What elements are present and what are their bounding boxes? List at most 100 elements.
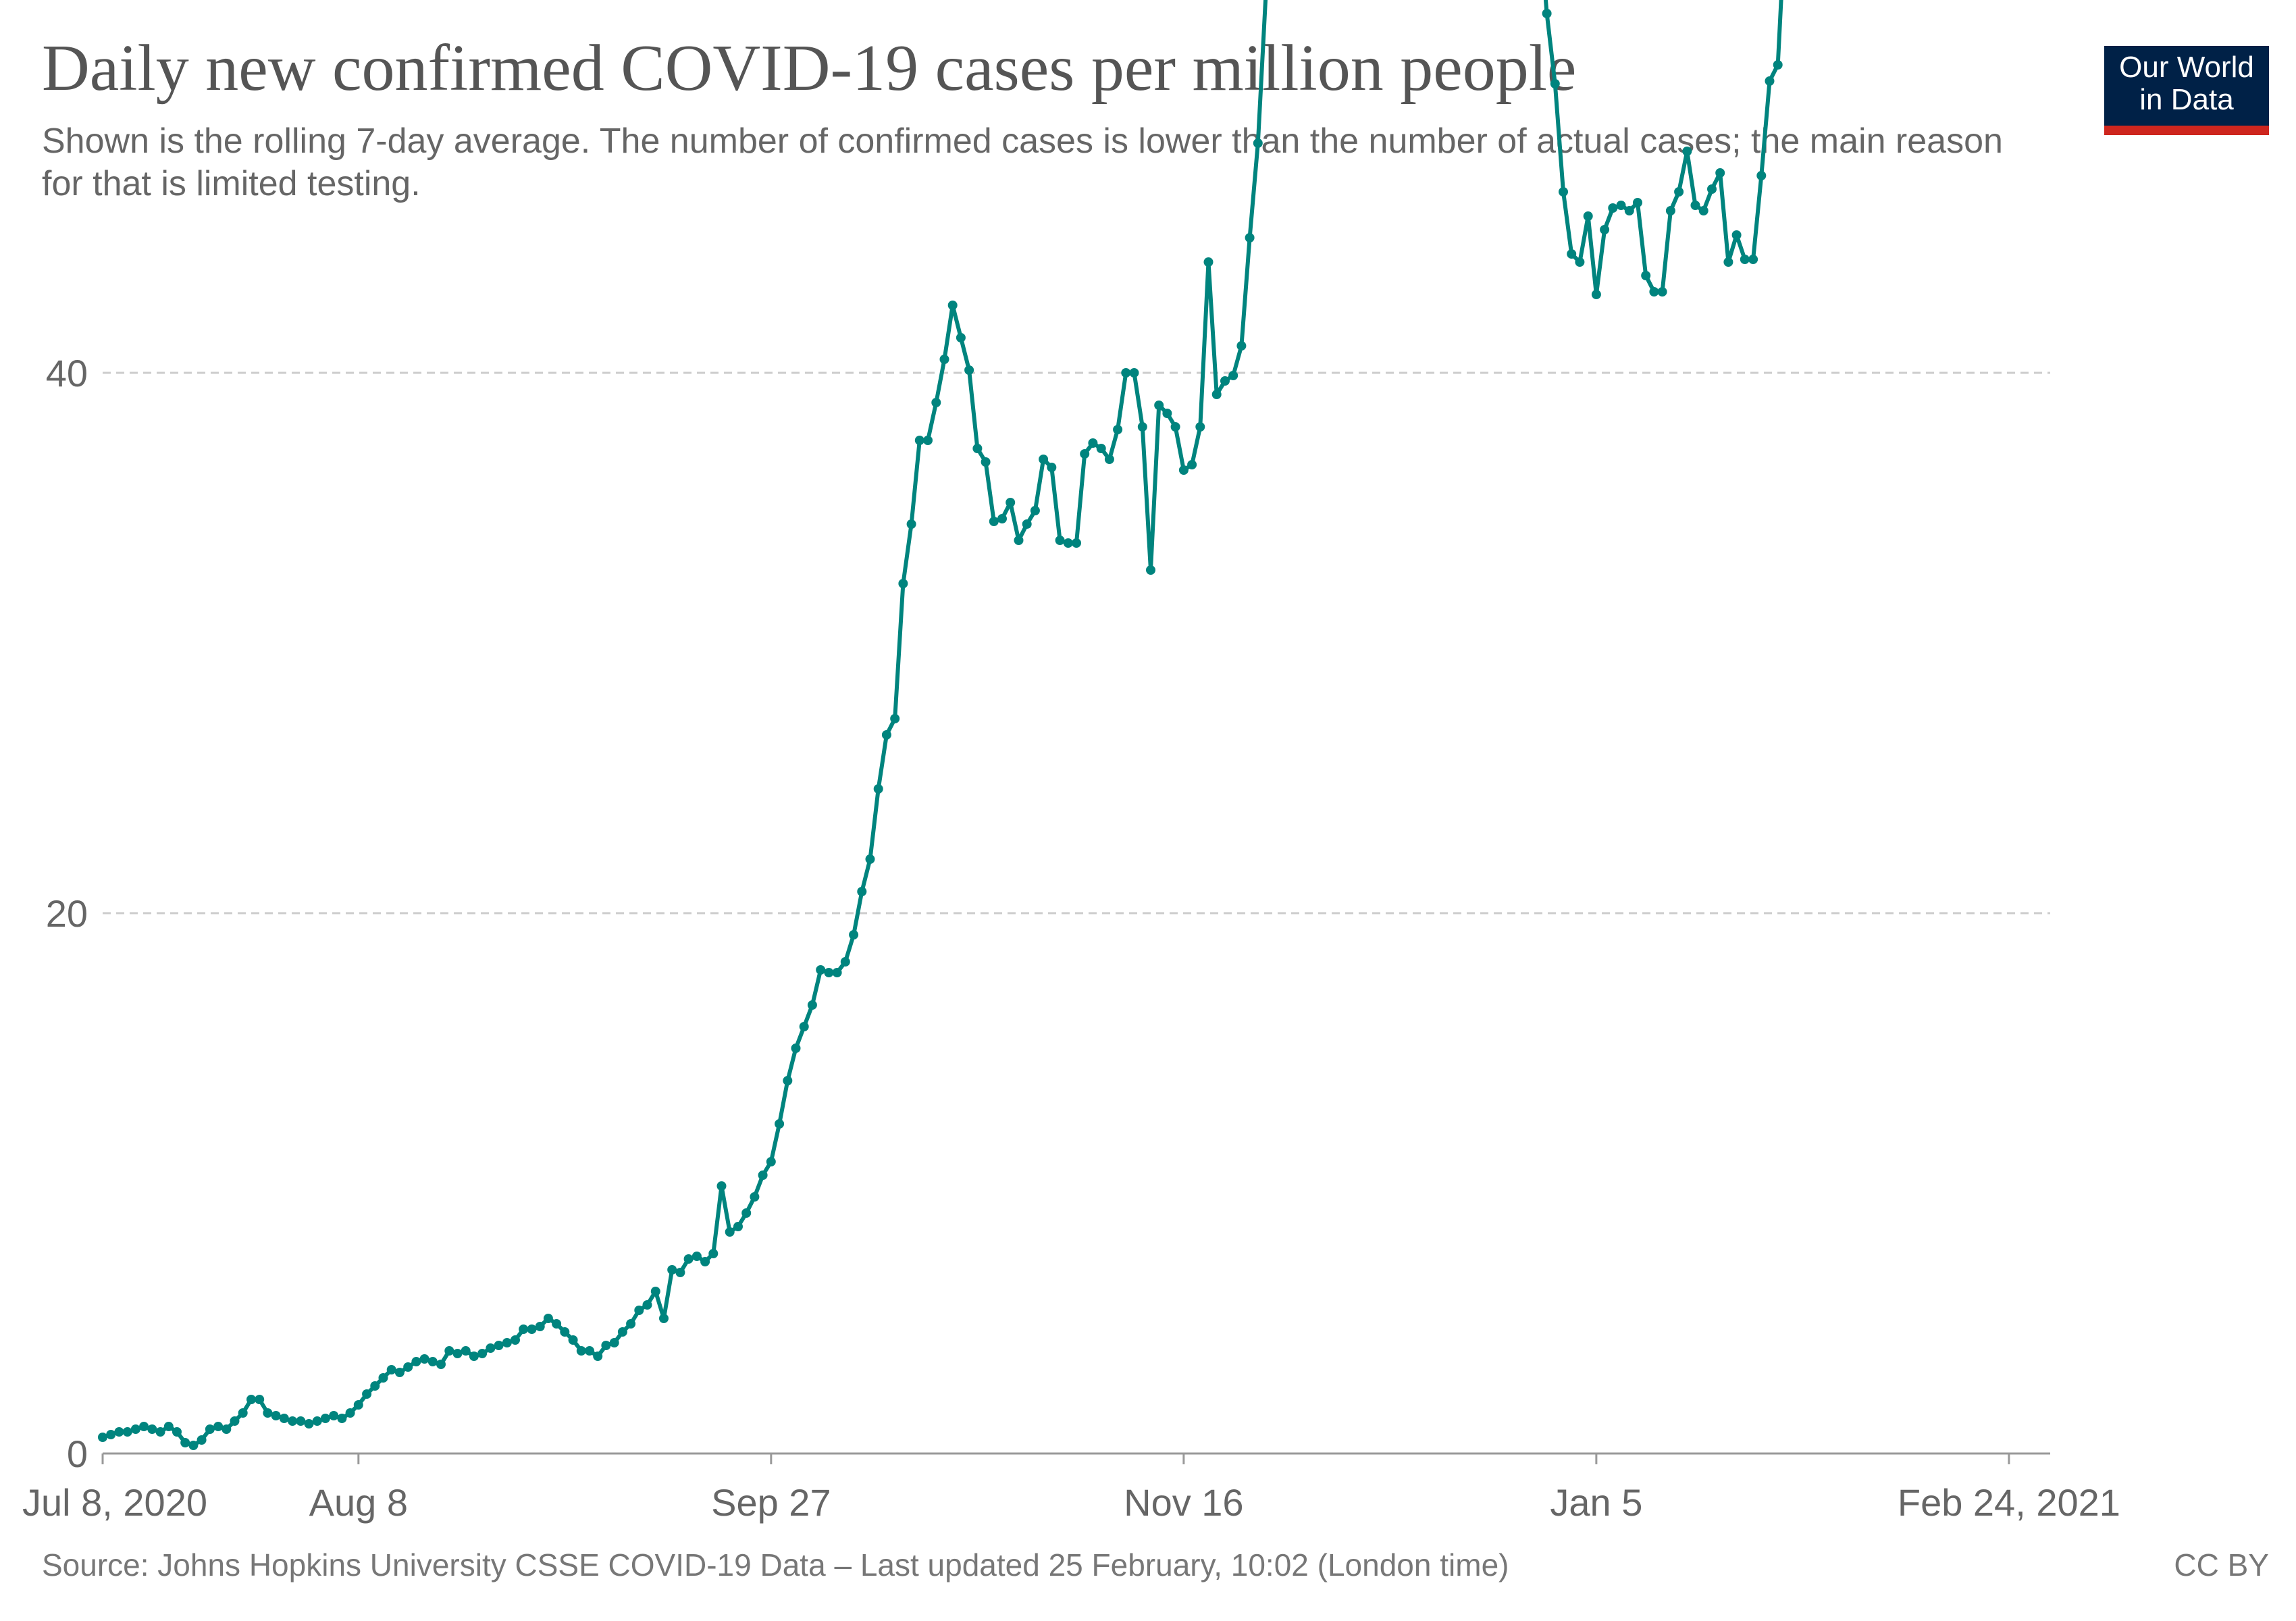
x-tick-label: Jul 8, 2020 — [22, 1481, 207, 1524]
data-point — [890, 714, 900, 723]
data-point — [1170, 422, 1180, 432]
data-point — [593, 1352, 603, 1361]
data-point — [1203, 257, 1214, 267]
data-point — [1121, 368, 1131, 378]
data-point — [972, 444, 983, 453]
data-point — [486, 1343, 496, 1353]
data-point — [403, 1362, 413, 1372]
data-point — [601, 1341, 611, 1350]
data-point — [353, 1400, 363, 1410]
x-tick-label: Nov 16 — [1124, 1481, 1243, 1524]
license-link[interactable]: CC BY — [2174, 1547, 2269, 1583]
data-point — [255, 1395, 265, 1404]
data-point — [1113, 425, 1123, 434]
data-point — [1665, 206, 1675, 215]
data-point — [560, 1327, 570, 1337]
data-point — [1220, 376, 1230, 386]
data-point — [766, 1157, 776, 1166]
data-point — [873, 784, 883, 794]
data-point — [1195, 422, 1205, 432]
data-point — [634, 1306, 644, 1315]
source-note: Source: Johns Hopkins University CSSE CO… — [42, 1547, 1509, 1583]
data-point — [1567, 249, 1577, 259]
data-point — [288, 1416, 298, 1426]
data-point — [675, 1268, 685, 1277]
data-point — [733, 1222, 743, 1231]
data-point — [750, 1192, 760, 1202]
logo-line-2: in Data — [2139, 83, 2234, 117]
data-point — [807, 1000, 817, 1010]
data-point — [1773, 60, 1783, 70]
data-point — [329, 1411, 339, 1420]
data-point — [692, 1252, 702, 1261]
data-point — [914, 436, 924, 445]
data-point — [527, 1324, 537, 1334]
data-point — [931, 398, 941, 407]
data-point — [1030, 506, 1040, 515]
data-point — [964, 365, 974, 375]
data-point — [180, 1438, 190, 1447]
data-point — [114, 1427, 124, 1437]
data-point — [1591, 290, 1601, 299]
data-point — [832, 968, 842, 977]
data-point — [1236, 341, 1247, 351]
data-point — [1641, 271, 1651, 280]
data-point — [725, 1227, 735, 1237]
data-point — [279, 1414, 289, 1423]
data-point — [1072, 538, 1081, 548]
data-point — [857, 887, 867, 896]
data-point — [494, 1341, 504, 1350]
data-point — [898, 579, 908, 588]
data-point — [1039, 455, 1049, 464]
data-point — [1748, 255, 1758, 264]
data-point — [1731, 230, 1742, 240]
data-point — [923, 436, 933, 445]
data-point — [626, 1319, 636, 1329]
data-point — [576, 1346, 586, 1356]
data-point — [1723, 257, 1733, 267]
data-point — [1707, 184, 1717, 194]
data-point — [163, 1422, 174, 1431]
data-point — [906, 519, 916, 529]
data-point — [427, 1357, 438, 1366]
data-point — [947, 301, 958, 310]
data-point — [1575, 257, 1585, 267]
data-point — [824, 968, 834, 977]
data-point — [469, 1352, 479, 1361]
data-point — [1211, 390, 1222, 399]
x-tick-label: Sep 27 — [711, 1481, 831, 1524]
owid-logo[interactable]: Our World in Data — [2104, 46, 2269, 135]
data-point — [1162, 409, 1172, 418]
data-point — [320, 1414, 330, 1423]
data-point — [683, 1254, 694, 1264]
data-point — [106, 1430, 116, 1439]
data-point — [849, 930, 859, 940]
data-point — [939, 355, 949, 364]
data-point — [337, 1414, 347, 1423]
data-point — [502, 1338, 512, 1347]
data-point — [1245, 233, 1255, 242]
data-point — [98, 1433, 107, 1442]
logo-line-1: Our World — [2119, 51, 2254, 84]
data-point — [155, 1427, 165, 1437]
chart-title: Daily new confirmed COVID-19 cases per m… — [42, 32, 1577, 105]
data-point — [271, 1411, 281, 1420]
data-point — [461, 1346, 471, 1356]
data-point — [783, 1076, 793, 1085]
data-point — [1633, 198, 1642, 207]
data-point — [865, 854, 875, 864]
x-tick-label: Aug 8 — [309, 1481, 408, 1524]
data-point — [543, 1314, 553, 1323]
data-point — [1154, 401, 1164, 410]
data-point — [642, 1300, 652, 1310]
data-point — [568, 1335, 578, 1345]
data-point — [1682, 147, 1692, 156]
data-point — [378, 1373, 388, 1383]
data-point — [263, 1408, 273, 1418]
y-axis-tick-labels: 020406080 — [46, 352, 88, 1475]
data-point — [477, 1349, 488, 1358]
data-point — [130, 1424, 140, 1434]
y-tick-label: 40 — [46, 352, 88, 394]
data-point — [956, 333, 966, 342]
data-point — [511, 1335, 520, 1345]
